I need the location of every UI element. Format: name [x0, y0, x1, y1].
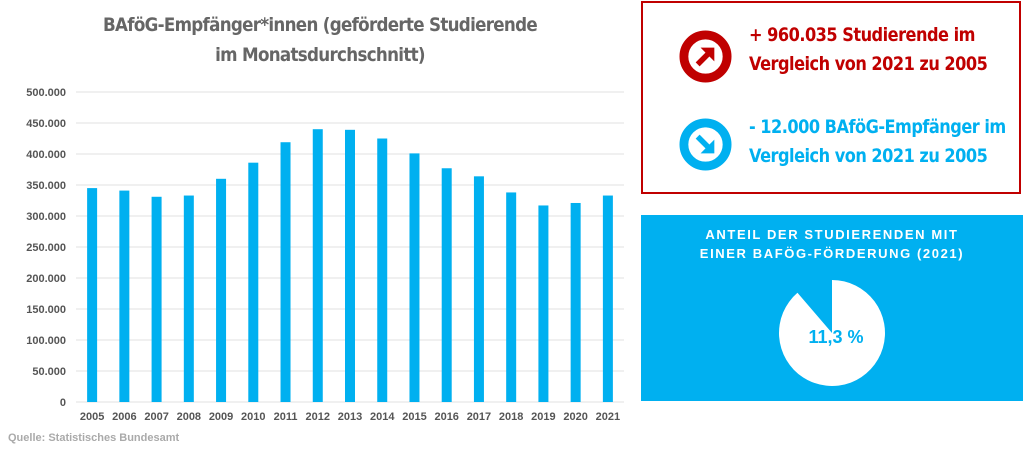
y-tick-label: 0 [60, 397, 66, 409]
bar-2019 [538, 205, 549, 402]
y-tick-label: 450.000 [26, 118, 66, 130]
bar-2013 [345, 129, 355, 402]
arrow-down-right-icon [679, 118, 732, 171]
stat-students: + 960.035 Studierende im Vergleich von 2… [749, 24, 988, 75]
y-tick-label: 350.000 [26, 180, 66, 192]
bar-2006 [119, 190, 130, 402]
bar-2017 [473, 176, 484, 402]
y-tick-label: 100.000 [26, 335, 66, 347]
bar-2010 [248, 162, 259, 402]
x-tick-label: 2017 [467, 411, 491, 423]
x-tick-label: 2021 [596, 411, 620, 423]
y-tick-label: 50.000 [32, 366, 66, 378]
source-note: Quelle: Statistisches Bundesamt [8, 432, 180, 444]
bar-2008 [183, 195, 194, 402]
y-tick-label: 200.000 [26, 273, 66, 285]
y-tick-label: 250.000 [26, 242, 66, 254]
x-tick-label: 2014 [370, 411, 395, 423]
bar-chart: 0 50.000 100.000 150.000 200.000 250.000 300.0… [26, 87, 624, 423]
x-tick-label: 2009 [209, 411, 233, 423]
x-tick-label: 2012 [306, 411, 330, 423]
x-tick-label: 2005 [80, 411, 104, 423]
x-tick-label: 2016 [434, 411, 458, 423]
bar-2021 [602, 195, 613, 402]
x-tick-label: 2018 [499, 411, 523, 423]
bar-2009 [216, 178, 227, 402]
x-tick-label: 2015 [402, 411, 426, 423]
y-tick-label: 150.000 [26, 304, 66, 316]
x-tick-label: 2008 [177, 411, 201, 423]
pie-panel: ANTEIL DER STUDIERENDEN MIT EINER BAFÖG-… [641, 215, 1023, 401]
bar-2007 [151, 196, 162, 402]
pie-slice-rest [779, 280, 885, 386]
bar-2014 [377, 138, 388, 402]
chart-title: BAföG-Empfänger*innen (geförderte Studie… [102, 14, 538, 66]
x-tick-label: 2006 [112, 411, 136, 423]
bar-2016 [441, 168, 452, 402]
bar-2018 [506, 192, 517, 402]
bar-2012 [312, 129, 323, 402]
arrow-up-right-icon [679, 30, 732, 83]
x-tick-label: 2007 [144, 411, 168, 423]
x-tick-label: 2013 [338, 411, 362, 423]
x-tick-label: 2020 [563, 411, 587, 423]
y-tick-label: 400.000 [26, 149, 66, 161]
x-tick-label: 2010 [241, 411, 265, 423]
y-tick-label: 500.000 [26, 87, 66, 99]
bar-2020 [570, 202, 581, 402]
y-tick-label: 300.000 [26, 211, 66, 223]
bar-2011 [280, 142, 291, 402]
x-tick-label: 2011 [274, 411, 298, 423]
x-tick-label: 2019 [531, 411, 555, 423]
pie-chart [779, 280, 885, 386]
bar-2005 [87, 188, 98, 402]
pie-value-label: 11,3 % [808, 327, 864, 347]
stat-bafoeg: - 12.000 BAföG-Empfänger im Vergleich vo… [749, 116, 1006, 167]
stats-box: + 960.035 Studierende im Vergleich von 2… [641, 1, 1021, 194]
pie-title: ANTEIL DER STUDIERENDEN MIT EINER BAFÖG-… [699, 227, 965, 261]
bar-2015 [409, 153, 420, 402]
